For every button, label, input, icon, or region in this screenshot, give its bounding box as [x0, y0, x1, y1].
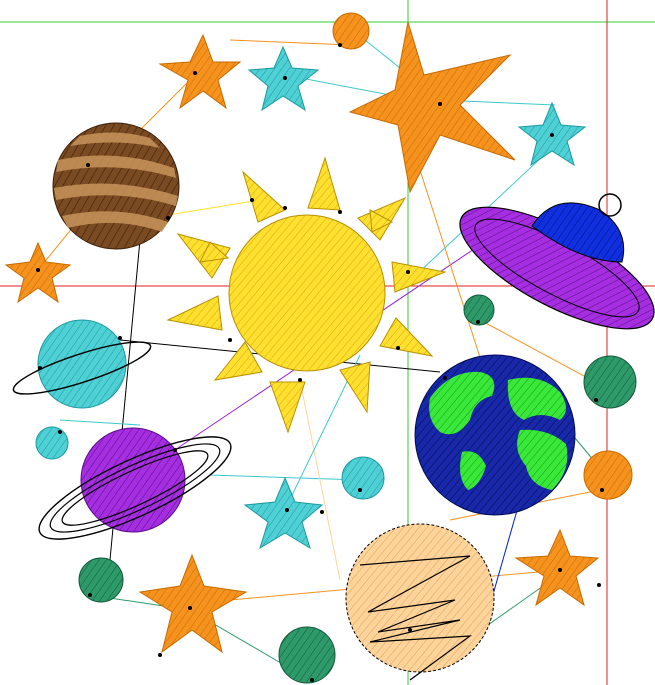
teal-moon-bottom-left: [78, 557, 124, 603]
teal-moon-right: [583, 355, 637, 409]
jump-stitch: [139, 74, 196, 131]
orange-star-bottom-left: [138, 553, 248, 654]
peach-planet-stitch-path: [359, 555, 472, 681]
orange-star-top-left: [158, 33, 242, 110]
jump-stitch: [59, 419, 141, 426]
jump-stitch: [167, 199, 261, 216]
brown-striped-planet: [52, 122, 180, 250]
jump-stitch: [299, 379, 341, 581]
orange-star-left: [4, 241, 72, 304]
peach-planet: [345, 523, 495, 681]
sun-rays: [166, 156, 447, 434]
orange-moon-right: [583, 450, 633, 500]
teal-moon-bottom: [278, 626, 336, 684]
teal-moon-center: [463, 294, 495, 326]
yellow-sun: [166, 156, 447, 434]
cyan-star-center: [243, 476, 324, 550]
cyan-ringed-planet: [12, 319, 152, 409]
earth-planet: [414, 354, 576, 516]
orange-moon-top: [332, 12, 370, 50]
jump-stitch: [229, 39, 351, 46]
purple-ufo: [459, 193, 655, 330]
cyan-moon-left: [35, 426, 69, 460]
stitch-markers: [36, 43, 604, 682]
ufo-antenna-ring: [598, 193, 622, 217]
jump-stitch: [279, 354, 361, 521]
orange-star-bottom-right: [514, 528, 600, 607]
cyan-moon-center: [341, 456, 385, 500]
orange-star-large: [348, 21, 516, 194]
sun-disc: [228, 214, 386, 372]
purple-ringed-planet: [38, 427, 232, 540]
